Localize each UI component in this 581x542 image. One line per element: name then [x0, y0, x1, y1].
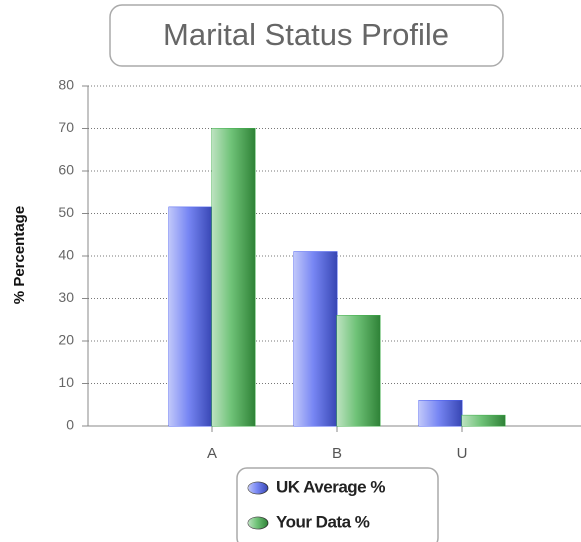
- title-box: [109, 4, 504, 67]
- chart-title: Marital Status Profile: [163, 17, 449, 52]
- y-tick-label: 0: [66, 417, 74, 433]
- y-tick-label: 50: [58, 204, 74, 220]
- y-tick-label: 60: [58, 162, 74, 178]
- y-tick-label: 10: [58, 374, 74, 390]
- bar-shine: [337, 315, 380, 426]
- y-tick-label: 20: [58, 332, 74, 348]
- y-axis-label: % Percentage: [11, 206, 28, 304]
- bar-shine: [212, 128, 255, 426]
- y-tick-label: 40: [58, 247, 74, 263]
- x-tick-label: A: [207, 445, 217, 462]
- x-tick-label: B: [332, 445, 342, 462]
- legend-box: [236, 467, 439, 542]
- y-tick-label: 70: [58, 119, 74, 135]
- bar-shine: [419, 400, 462, 426]
- legend-swatch-shine: [248, 482, 268, 494]
- y-tick-label: 80: [58, 77, 74, 93]
- legend-swatch-shine: [248, 517, 268, 529]
- legend-label: UK Average %: [276, 477, 385, 496]
- bar-shine: [462, 415, 505, 426]
- bar-shine: [169, 207, 212, 426]
- x-tick-label: U: [457, 445, 468, 462]
- y-tick-label: 30: [58, 289, 74, 305]
- legend-label: Your Data %: [276, 512, 370, 531]
- bar-shine: [294, 251, 337, 426]
